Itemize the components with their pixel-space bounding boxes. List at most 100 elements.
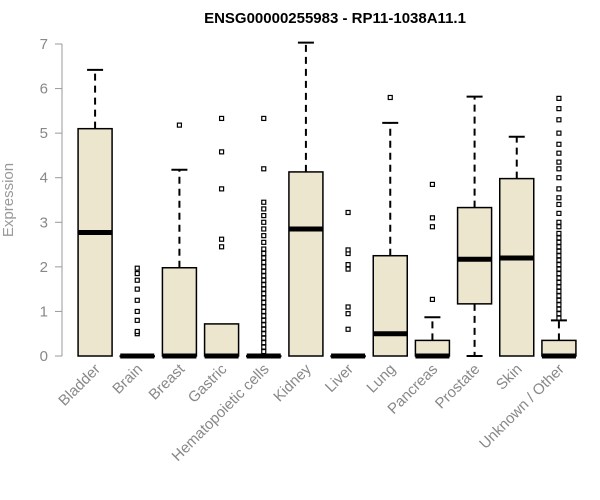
outlier-point (556, 195, 562, 201)
y-tick-label: 5 (40, 125, 48, 142)
outlier-point (218, 244, 225, 250)
outlier-point (261, 286, 267, 292)
outlier-point (134, 270, 140, 277)
box-iqr (288, 171, 324, 357)
x-tick-label: Breast (146, 360, 189, 403)
box-iqr (372, 254, 408, 357)
outlier-point (345, 209, 351, 216)
outlier-point (556, 130, 562, 136)
box-prostate (456, 95, 493, 357)
x-tick-label: Brain (109, 361, 146, 398)
outlier-point (556, 315, 562, 321)
x-tick-label: Bladder (55, 361, 104, 410)
outlier-point (556, 262, 562, 268)
outlier-point (261, 250, 267, 257)
outlier-point (556, 248, 562, 254)
outlier-point (218, 186, 225, 192)
outlier-point (345, 247, 351, 253)
box-liver (330, 209, 366, 359)
outlier-point (556, 275, 562, 281)
box-skin (499, 135, 535, 357)
outlier-point (261, 322, 267, 328)
outlier-point (345, 311, 351, 317)
outlier-point (261, 331, 267, 337)
outlier-point (556, 117, 562, 123)
outlier-point (429, 215, 436, 221)
outlier-point (218, 149, 225, 155)
box-iqr (203, 323, 240, 357)
box-brain (119, 265, 155, 359)
outlier-point (261, 264, 267, 270)
outlier-point (429, 224, 436, 230)
outlier-point (556, 166, 562, 172)
box-unknown-other (541, 95, 577, 359)
outlier-point (556, 297, 562, 303)
outlier-point (556, 106, 562, 112)
outlier-point (261, 348, 267, 355)
outlier-point (261, 268, 267, 274)
outlier-point (556, 230, 562, 237)
outlier-point (556, 293, 562, 299)
box-gastric (203, 115, 240, 359)
y-tick-label: 6 (40, 81, 48, 98)
outlier-point (261, 199, 267, 205)
box-iqr (499, 177, 535, 357)
outlier-point (556, 302, 562, 308)
outlier-point (556, 235, 562, 241)
outlier-point (345, 304, 351, 310)
outlier-point (556, 288, 562, 294)
outlier-point (556, 253, 562, 259)
x-tick-label: Liver (322, 361, 357, 396)
outlier-point (261, 340, 267, 346)
outlier-point (261, 304, 267, 310)
box-lung (372, 94, 408, 357)
outlier-point (387, 94, 393, 101)
box-iqr (456, 206, 493, 305)
outlier-point (218, 115, 225, 122)
outlier-point (556, 210, 562, 216)
outlier-point (556, 201, 562, 208)
outlier-point (134, 297, 140, 303)
outlier-point (261, 255, 267, 261)
x-tick-label: Kidney (270, 360, 315, 405)
box-bladder (77, 68, 113, 357)
outlier-point (218, 236, 225, 242)
outlier-point (134, 265, 140, 271)
outlier-point (261, 308, 267, 315)
outlier-point (345, 266, 351, 272)
outlier-point (261, 273, 267, 279)
outlier-point (556, 175, 562, 181)
outlier-point (261, 246, 267, 252)
outlier-point (261, 317, 267, 323)
outlier-point (429, 296, 436, 302)
box-hematopoietic-cells (246, 115, 282, 359)
outlier-point (556, 186, 562, 192)
outlier-point (134, 286, 140, 292)
outlier-point (345, 326, 351, 332)
outlier-point (556, 159, 562, 165)
box-iqr (161, 266, 198, 357)
outlier-point (556, 150, 562, 156)
outlier-point (261, 233, 267, 239)
outlier-point (261, 226, 267, 232)
box-iqr (77, 127, 113, 357)
y-tick-label: 2 (40, 259, 48, 276)
outlier-point (556, 257, 562, 263)
outlier-point (134, 277, 140, 283)
y-tick-label: 4 (40, 170, 48, 187)
outlier-point (261, 344, 267, 350)
box-kidney (288, 41, 324, 357)
outlier-point (556, 239, 562, 245)
chart-title: ENSG00000255983 - RP11-1038A11.1 (204, 10, 466, 27)
y-tick-label: 1 (40, 303, 48, 320)
outlier-point (261, 326, 267, 332)
outlier-point (261, 299, 267, 306)
x-tick-label: Lung (363, 361, 399, 397)
y-tick-label: 3 (40, 214, 48, 231)
box-breast (161, 122, 198, 359)
outlier-point (261, 166, 267, 172)
outlier-point (176, 122, 183, 128)
y-axis: 0 1 2 3 4 5 6 7 (40, 36, 63, 365)
